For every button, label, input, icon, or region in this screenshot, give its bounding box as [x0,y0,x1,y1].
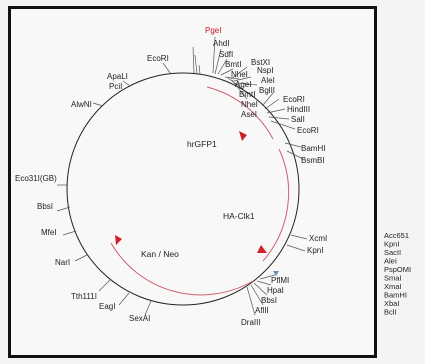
site-tick [162,62,172,75]
site-label: EagI [99,302,115,311]
mcs-site-label: XmaI [384,282,402,291]
feature-label-hrgfp1: hrGFP1 [187,139,217,149]
site-labels: PgeI AhdI SdfI BmtI NheI AgeI BmtI NheI … [15,26,327,327]
site-label: EcoRI [297,126,319,135]
site-label: BstXI [251,58,270,67]
site-tick [122,80,131,87]
kan-neo-direction-marker [115,235,122,245]
feature-label-kan-neo: Kan / Neo [141,249,179,259]
site-ticks [56,36,308,316]
site-tick [233,76,252,82]
site-tick [284,142,302,148]
site-label: KpnI [307,246,323,255]
site-tick [217,58,228,75]
site-tick [56,206,71,212]
site-label: DraIII [241,318,261,327]
site-tick [231,79,248,100]
site-label: AflII [255,306,269,315]
site-label: NheI [241,100,258,109]
site-tick [227,77,244,90]
mcs-site-label: KpnI [384,240,399,249]
feature-arc-hrgfp1 [206,86,274,140]
site-label: Tth111I [71,292,97,301]
site-tick [236,82,258,86]
site-tick [212,36,216,74]
site-label: BbsI [261,296,277,305]
ha-clk1-direction-marker [257,245,267,253]
site-tick [62,230,77,236]
site-tick [286,244,306,252]
site-label: ApaLI [107,72,128,81]
mcs-site-label: BamHI [384,291,407,300]
feature-arc-ha-clk1 [262,148,290,262]
site-tick [74,254,88,262]
site-label: BbsI [37,202,53,211]
site-tick [220,68,234,76]
site-tick [268,116,290,120]
site-label: NspI [257,66,273,75]
site-tick [264,98,280,110]
mcs-site-label: PspOMI [384,265,411,274]
feature-label-ha-clk1: HA-Clk1 [223,211,255,221]
site-tick [192,46,195,74]
site-label: AseI [241,110,257,119]
site-tick [250,284,264,306]
plasmid-map: hrGFP1 HA-Clk1 Kan / Neo PgeI AhdI SdfI … [15,26,327,327]
site-label: SdfI [219,50,233,59]
site-label: AhdI [213,39,229,48]
site-tick [194,54,198,75]
site-label: PciI [109,82,122,91]
site-label: MfeI [41,228,57,237]
plasmid-map-panel: hrGFP1 HA-Clk1 Kan / Neo PgeI AhdI SdfI … [8,6,377,358]
feature-arc-kan-neo [110,242,254,296]
site-tick [290,234,308,240]
site-label: NarI [55,258,70,267]
site-tick [198,64,201,75]
mcs-site-label: Acc651 [384,231,409,240]
site-tick [253,282,268,296]
site-label: AlwNI [71,100,92,109]
mcs-site-label: AleI [384,257,397,266]
site-tick [144,300,152,316]
mcs-site-label: SmaI [384,274,402,283]
mcs-site-list: Acc651KpnISacIIAleIPspOMISmaIXmaIBamHIXb… [384,231,411,317]
site-label: BamHI [301,144,325,153]
site-label: SalI [291,115,305,124]
site-label: BmtI [225,60,241,69]
site-tick [259,274,276,280]
site-tick [286,150,304,160]
site-label: Eco31I(GB) [15,174,57,183]
site-label: BmtI [239,90,255,99]
plasmid-backbone [66,72,300,306]
origin-marker [273,271,279,276]
site-tick [92,102,104,107]
hrgfp1-direction-marker [239,131,247,141]
mcs-site-label: BclI [384,308,397,317]
site-label: BsmBI [301,156,325,165]
site-label: EcoRI [147,54,169,63]
site-label: HindIII [287,105,310,114]
site-tick [256,280,272,286]
site-tick [98,278,112,292]
site-label: BglII [259,86,275,95]
site-label: PflMI [271,276,289,285]
site-label: SexAI [129,314,150,323]
site-tick [262,92,274,106]
site-tick [214,48,222,75]
site-label: NheI [231,70,248,79]
site-tick [230,66,248,80]
mcs-site-label: XbaI [384,299,399,308]
site-label: HpaI [267,286,284,295]
site-label: PgeI [205,26,221,35]
site-tick [270,120,296,130]
site-tick [118,292,130,306]
site-label: EcoRI [283,95,305,104]
site-tick [266,108,286,114]
site-label: XcmI [309,234,327,243]
site-label: AleI [261,76,275,85]
mcs-site-label: SacII [384,248,401,257]
site-tick [246,286,256,316]
site-label: AgeI [235,80,251,89]
